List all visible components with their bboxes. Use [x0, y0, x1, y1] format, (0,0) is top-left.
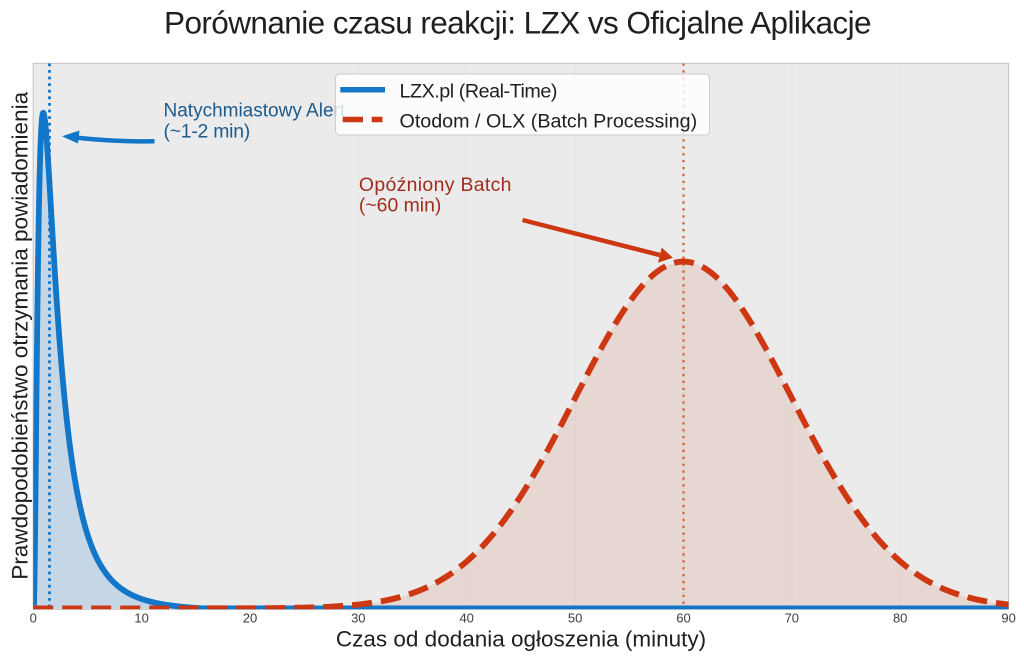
svg-text:30: 30 [351, 611, 365, 626]
svg-text:Porównanie czasu reakcji: LZX: Porównanie czasu reakcji: LZX vs Oficjal… [164, 5, 871, 41]
svg-text:Natychmiastowy Alert: Natychmiastowy Alert [164, 101, 346, 122]
svg-text:(~1-2 min): (~1-2 min) [164, 121, 251, 143]
svg-text:90: 90 [1001, 611, 1015, 626]
svg-text:Prawdopodobieństwo otrzymania: Prawdopodobieństwo otrzymania powiadomie… [7, 91, 32, 579]
svg-text:20: 20 [243, 611, 257, 626]
svg-text:Otodom / OLX (Batch Processing: Otodom / OLX (Batch Processing) [400, 110, 698, 132]
svg-text:70: 70 [785, 611, 799, 626]
svg-text:50: 50 [568, 611, 582, 626]
svg-text:10: 10 [134, 611, 148, 626]
svg-text:0: 0 [30, 611, 37, 626]
svg-text:(~60 min): (~60 min) [359, 195, 441, 217]
svg-text:Opóźniony Batch: Opóźniony Batch [359, 174, 512, 196]
svg-text:40: 40 [459, 611, 473, 626]
svg-text:LZX.pl (Real-Time): LZX.pl (Real-Time) [400, 81, 557, 103]
svg-text:60: 60 [676, 611, 690, 626]
svg-text:80: 80 [893, 611, 907, 626]
svg-text:Czas od dodania ogłoszenia (mi: Czas od dodania ogłoszenia (minuty) [336, 626, 706, 651]
